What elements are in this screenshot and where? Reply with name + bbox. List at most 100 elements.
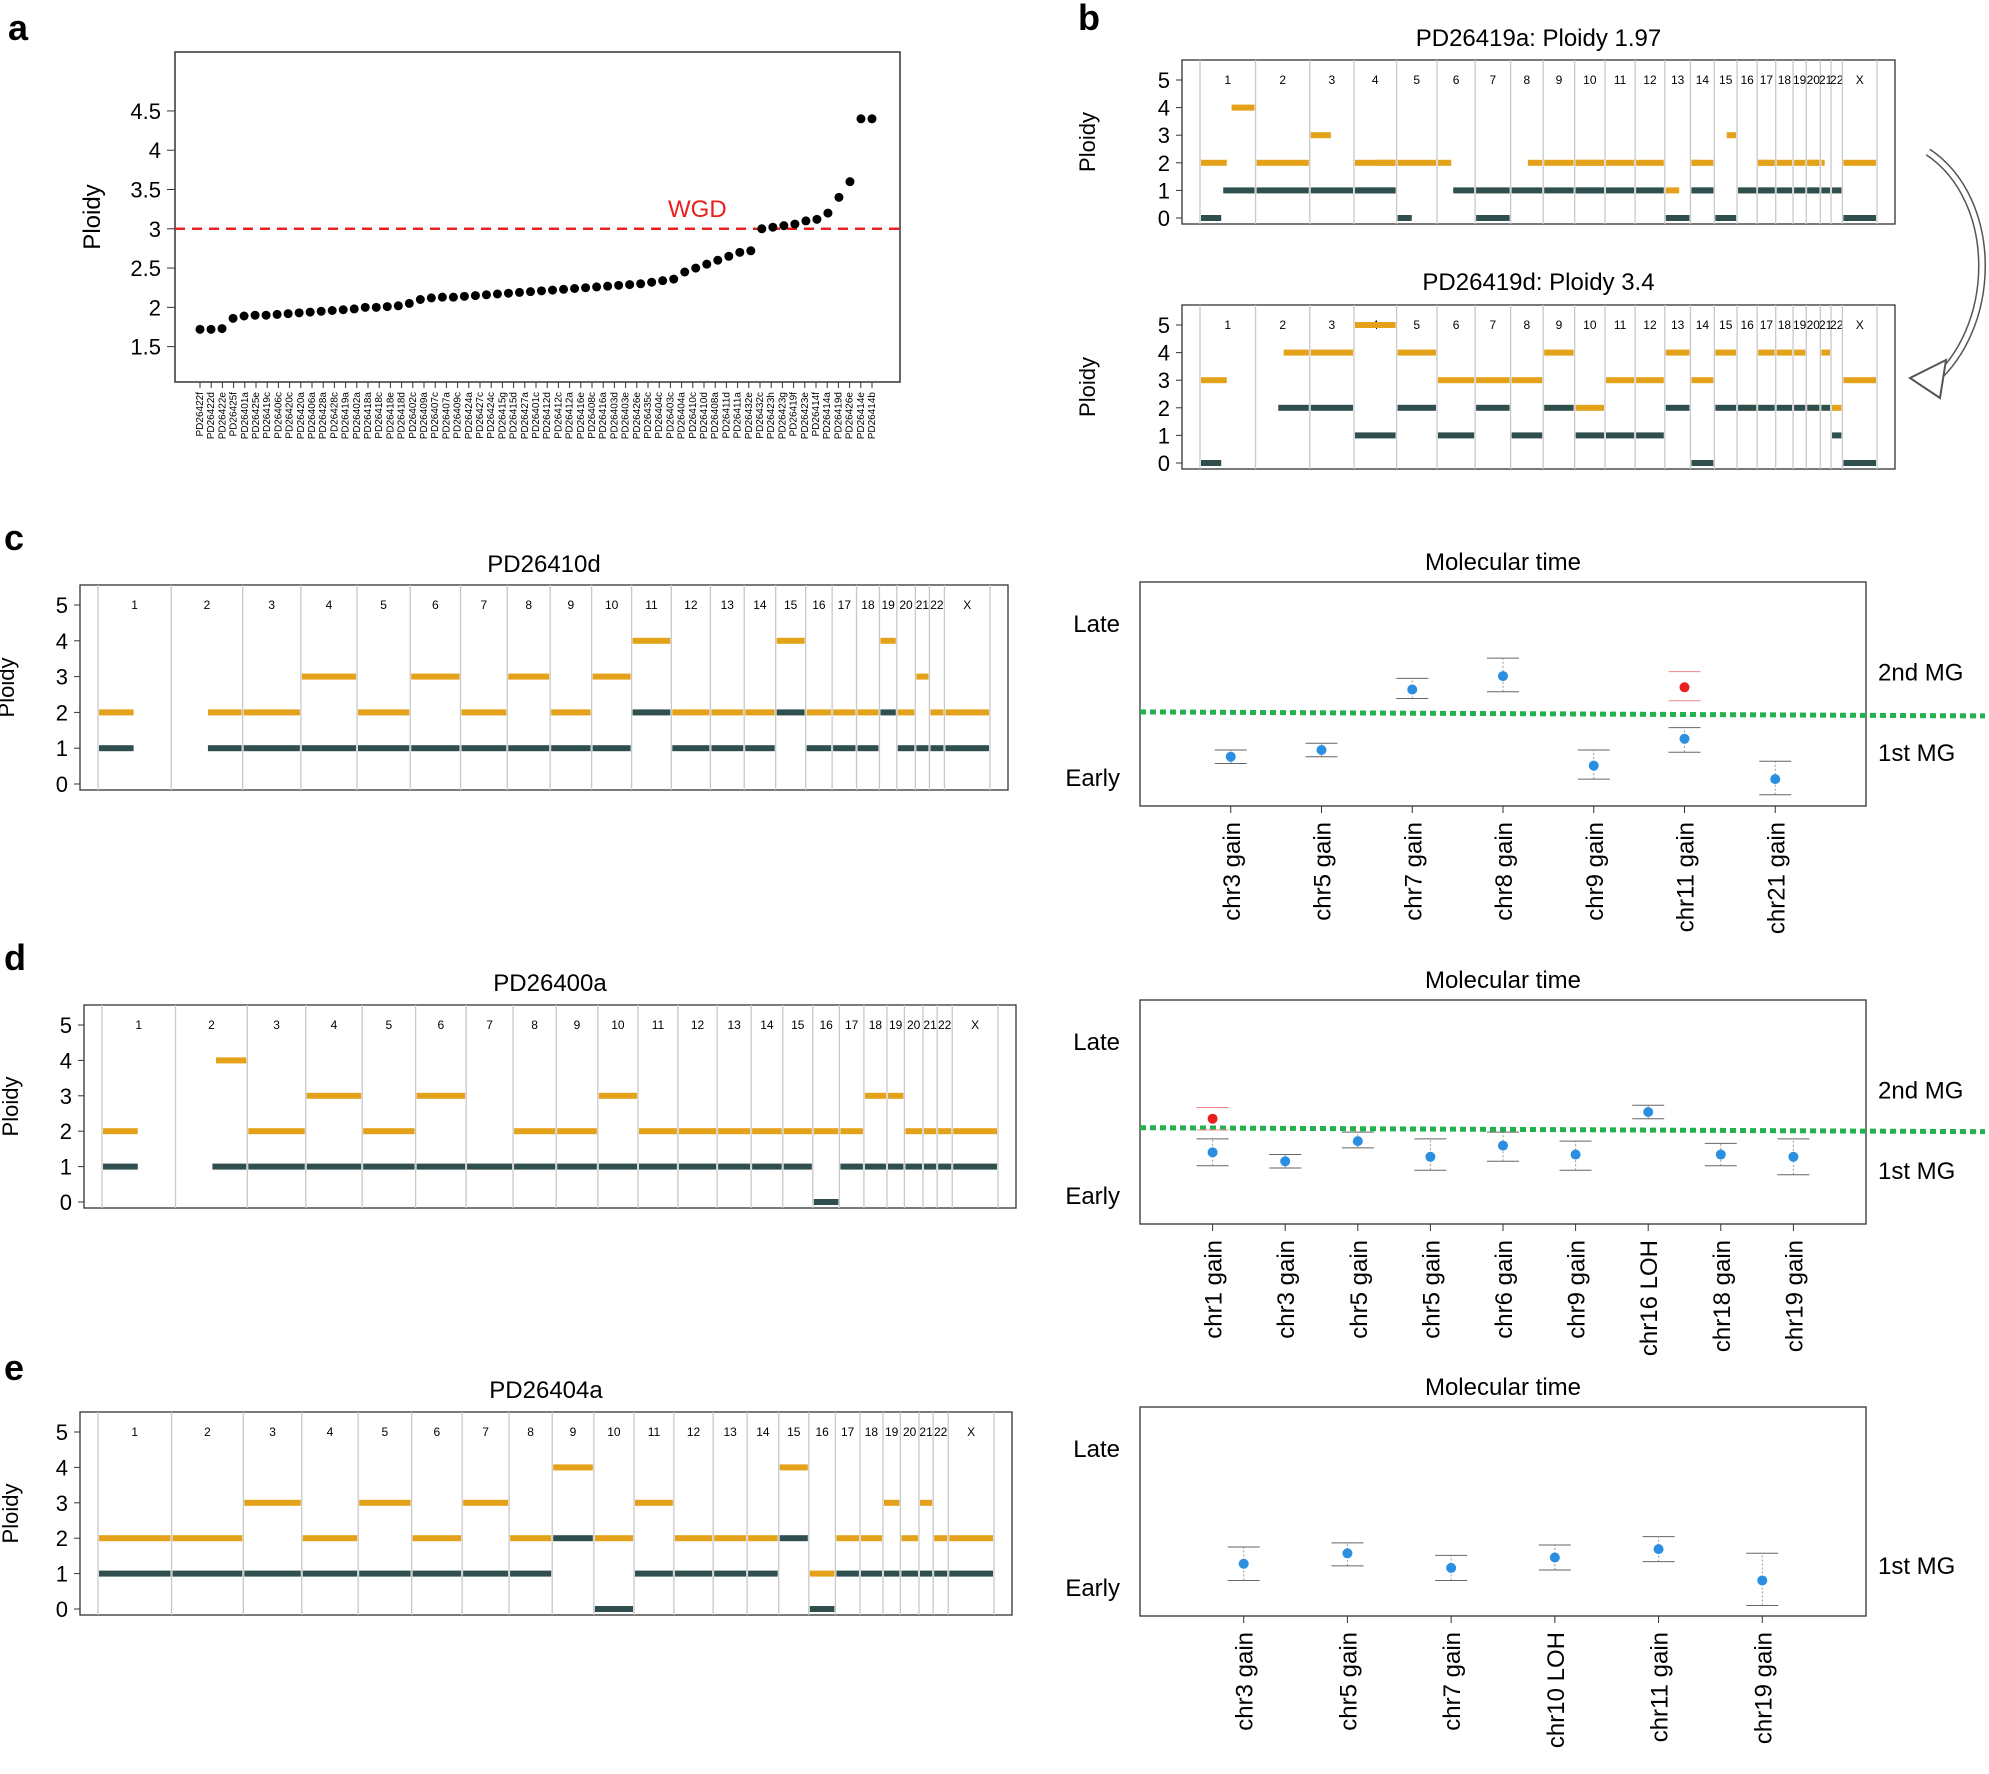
minor-copy-segment bbox=[1636, 432, 1664, 439]
major-copy-segment bbox=[508, 673, 550, 680]
data-point bbox=[658, 276, 668, 286]
minor-copy-segment bbox=[779, 1535, 808, 1542]
plot-frame bbox=[79, 1411, 1013, 1616]
second-mg-label: 2nd MG bbox=[1878, 1078, 1963, 1105]
early-label: Early bbox=[1065, 1183, 1120, 1210]
major-copy-segment bbox=[207, 709, 242, 716]
major-copy-segment bbox=[916, 673, 929, 680]
major-copy-segment bbox=[172, 1535, 243, 1542]
minor-copy-segment bbox=[1544, 187, 1574, 194]
chart-title: Molecular time bbox=[1425, 1374, 1581, 1401]
minor-copy-segment bbox=[718, 1163, 751, 1170]
major-copy-segment bbox=[1511, 377, 1543, 384]
major-copy-segment bbox=[1283, 349, 1309, 356]
data-point bbox=[614, 280, 624, 290]
chromosome-label: 13 bbox=[727, 1018, 741, 1032]
x-tick-label: PD26403c bbox=[665, 392, 676, 439]
chromosome-label: 19 bbox=[885, 1425, 899, 1439]
major-copy-segment bbox=[1605, 159, 1635, 166]
data-point bbox=[581, 283, 591, 293]
panel-label-b: b bbox=[1078, 0, 1100, 38]
data-point bbox=[305, 307, 315, 317]
data-point bbox=[768, 222, 778, 232]
y-tick-label: 0 bbox=[1158, 206, 1170, 231]
chromosome-label: 21 bbox=[923, 1018, 937, 1032]
x-tick-label: chr9 gain bbox=[1564, 1240, 1591, 1339]
chromosome-label: 18 bbox=[1778, 73, 1792, 87]
chromosome-label: X bbox=[1856, 318, 1864, 332]
x-tick-label: PD26410c bbox=[688, 392, 699, 439]
y-tick-label: 4 bbox=[60, 1048, 72, 1073]
chromosome-label: 3 bbox=[1329, 73, 1336, 87]
minor-copy-segment bbox=[557, 1163, 597, 1170]
minor-copy-segment bbox=[1575, 187, 1604, 194]
plot-frame bbox=[1139, 1406, 1867, 1617]
x-tick-label: PD26432e bbox=[744, 392, 755, 440]
major-copy-segment bbox=[860, 1535, 882, 1542]
data-point bbox=[680, 267, 690, 277]
chromosome-label: 6 bbox=[1453, 318, 1460, 332]
major-copy-segment bbox=[463, 1499, 509, 1506]
minor-copy-segment bbox=[672, 745, 710, 752]
data-point bbox=[327, 306, 337, 315]
chromosome-label: 8 bbox=[1524, 73, 1531, 87]
major-copy-segment bbox=[99, 1535, 171, 1542]
chromosome-label: 22 bbox=[934, 1425, 948, 1439]
chromosome-label: 9 bbox=[1556, 318, 1563, 332]
y-axis-label: Ploidy bbox=[0, 658, 19, 718]
x-tick-label: PD26422d bbox=[206, 392, 217, 439]
data-point bbox=[206, 324, 216, 334]
chart-title: PD26404a bbox=[489, 1377, 603, 1404]
x-tick-label: PD26406c bbox=[273, 392, 284, 439]
x-tick-label: PD26422f bbox=[195, 392, 206, 437]
data-point bbox=[570, 284, 580, 293]
major-copy-segment bbox=[416, 1092, 466, 1099]
chart-title: Molecular time bbox=[1425, 549, 1581, 576]
major-copy-segment bbox=[1691, 377, 1714, 384]
major-copy-segment bbox=[714, 1535, 747, 1542]
major-copy-segment bbox=[411, 673, 460, 680]
minor-copy-segment bbox=[1544, 404, 1574, 411]
data-point bbox=[1498, 1140, 1508, 1151]
major-copy-segment bbox=[919, 1499, 933, 1506]
data-point bbox=[823, 208, 833, 218]
chromosome-label: 12 bbox=[1643, 318, 1657, 332]
chart-title: PD26410d bbox=[487, 551, 600, 578]
x-tick-label: PD26404c bbox=[654, 392, 665, 439]
x-tick-label: PD26402c bbox=[408, 392, 419, 439]
minor-copy-segment bbox=[887, 1163, 904, 1170]
chromosome-label: 10 bbox=[1583, 318, 1597, 332]
late-label: Late bbox=[1073, 1029, 1120, 1056]
major-copy-segment bbox=[592, 673, 631, 680]
minor-copy-segment bbox=[1278, 404, 1309, 411]
minor-copy-segment bbox=[1715, 404, 1737, 411]
data-point bbox=[448, 292, 458, 302]
y-tick-label: 2 bbox=[1158, 396, 1170, 421]
chromosome-label: 2 bbox=[208, 1018, 215, 1032]
major-copy-segment bbox=[632, 637, 671, 644]
chromosome-label: 7 bbox=[1490, 318, 1497, 332]
major-copy-segment bbox=[813, 1128, 839, 1135]
minor-copy-segment bbox=[635, 1570, 673, 1577]
x-tick-label: PD26408c bbox=[587, 392, 598, 439]
x-tick-label: PD26425e bbox=[251, 392, 262, 440]
major-copy-segment bbox=[359, 1499, 411, 1506]
chromosome-label: 3 bbox=[1329, 318, 1336, 332]
chromosome-label: X bbox=[967, 1425, 975, 1439]
y-tick-label: 1.5 bbox=[130, 335, 161, 360]
x-tick-label: PD26422e bbox=[217, 392, 228, 440]
major-copy-segment bbox=[1575, 159, 1604, 166]
x-tick-label: chr7 gain bbox=[1439, 1632, 1466, 1731]
minor-copy-segment bbox=[301, 745, 357, 752]
x-tick-label: chr19 gain bbox=[1750, 1632, 1777, 1744]
major-copy-segment bbox=[598, 1092, 638, 1099]
data-point bbox=[713, 255, 723, 265]
chromosome-label: 7 bbox=[482, 1425, 489, 1439]
y-tick-label: 3 bbox=[1158, 368, 1170, 393]
chromosome-label: 1 bbox=[1224, 318, 1231, 332]
chromosome-label: 3 bbox=[273, 1018, 280, 1032]
minor-copy-segment bbox=[1310, 187, 1353, 194]
major-copy-segment bbox=[1776, 349, 1793, 356]
